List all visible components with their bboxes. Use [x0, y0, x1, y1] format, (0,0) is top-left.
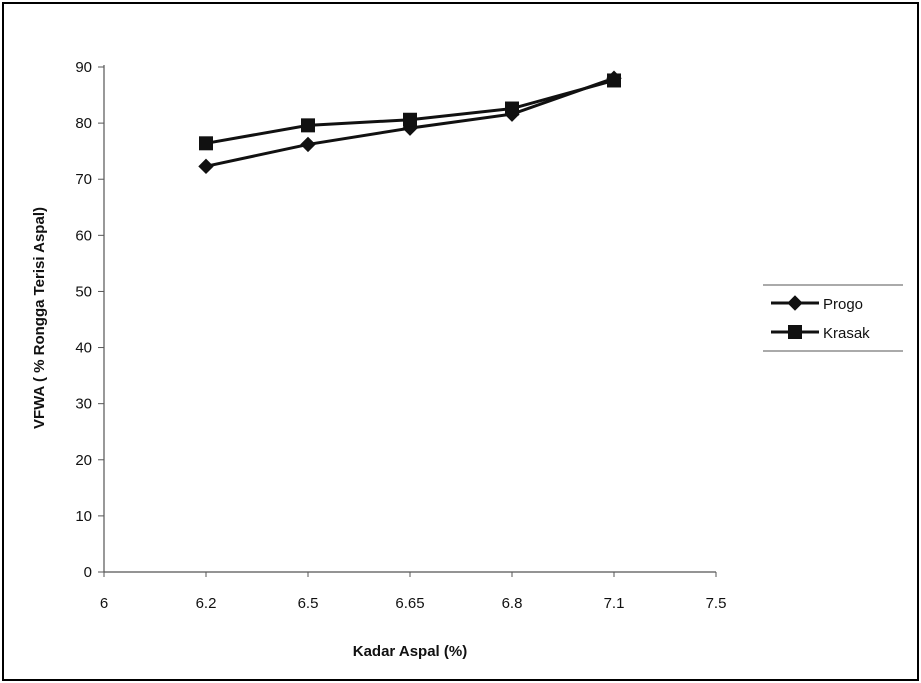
series-layer	[198, 70, 622, 175]
x-tick-label: 6.2	[196, 595, 217, 612]
legend-label: Progo	[823, 296, 863, 313]
data-point-krasak	[607, 73, 621, 88]
x-axis-title: Kadar Aspal (%)	[353, 643, 467, 660]
data-point-krasak	[301, 118, 315, 133]
x-tick-label: 6.8	[502, 595, 523, 612]
y-tick-label: 30	[75, 396, 92, 413]
x-tick-label: 6.5	[298, 595, 319, 612]
y-tick-label: 0	[84, 564, 92, 581]
legend-swatch-marker	[787, 295, 803, 311]
data-point-progo	[198, 158, 214, 175]
y-tick-label: 20	[75, 452, 92, 469]
y-tick-label: 70	[75, 171, 92, 188]
data-point-krasak	[403, 112, 417, 127]
y-tick-label: 80	[75, 115, 92, 132]
y-tick-label: 10	[75, 508, 92, 525]
data-point-krasak	[505, 101, 519, 116]
y-tick-label: 60	[75, 227, 92, 244]
y-tick-label: 50	[75, 283, 92, 300]
x-tick-label: 6.65	[395, 595, 424, 612]
x-tick-label: 6	[100, 595, 108, 612]
series-krasak	[199, 73, 621, 151]
legend-label: Krasak	[823, 325, 870, 342]
x-tick-label: 7.1	[604, 595, 625, 612]
x-axis-ticks: 6 6.2 6.5 6.65 6.8 7.1 7.5	[100, 572, 727, 612]
y-tick-label: 90	[75, 59, 92, 76]
y-axis-ticks: 0 10 20 30 40 50 60 70 80 90	[75, 59, 104, 581]
y-axis-title: VFWA ( % Rongga Terisi Aspal)	[31, 207, 48, 429]
legend-item-progo: Progo	[771, 295, 863, 313]
legend: Progo Krasak	[763, 284, 903, 352]
legend-swatch-marker	[788, 325, 802, 339]
legend-item-krasak: Krasak	[771, 325, 870, 342]
y-tick-label: 40	[75, 340, 92, 357]
x-tick-label: 7.5	[706, 595, 727, 612]
data-point-krasak	[199, 136, 213, 151]
data-point-progo	[300, 136, 316, 153]
